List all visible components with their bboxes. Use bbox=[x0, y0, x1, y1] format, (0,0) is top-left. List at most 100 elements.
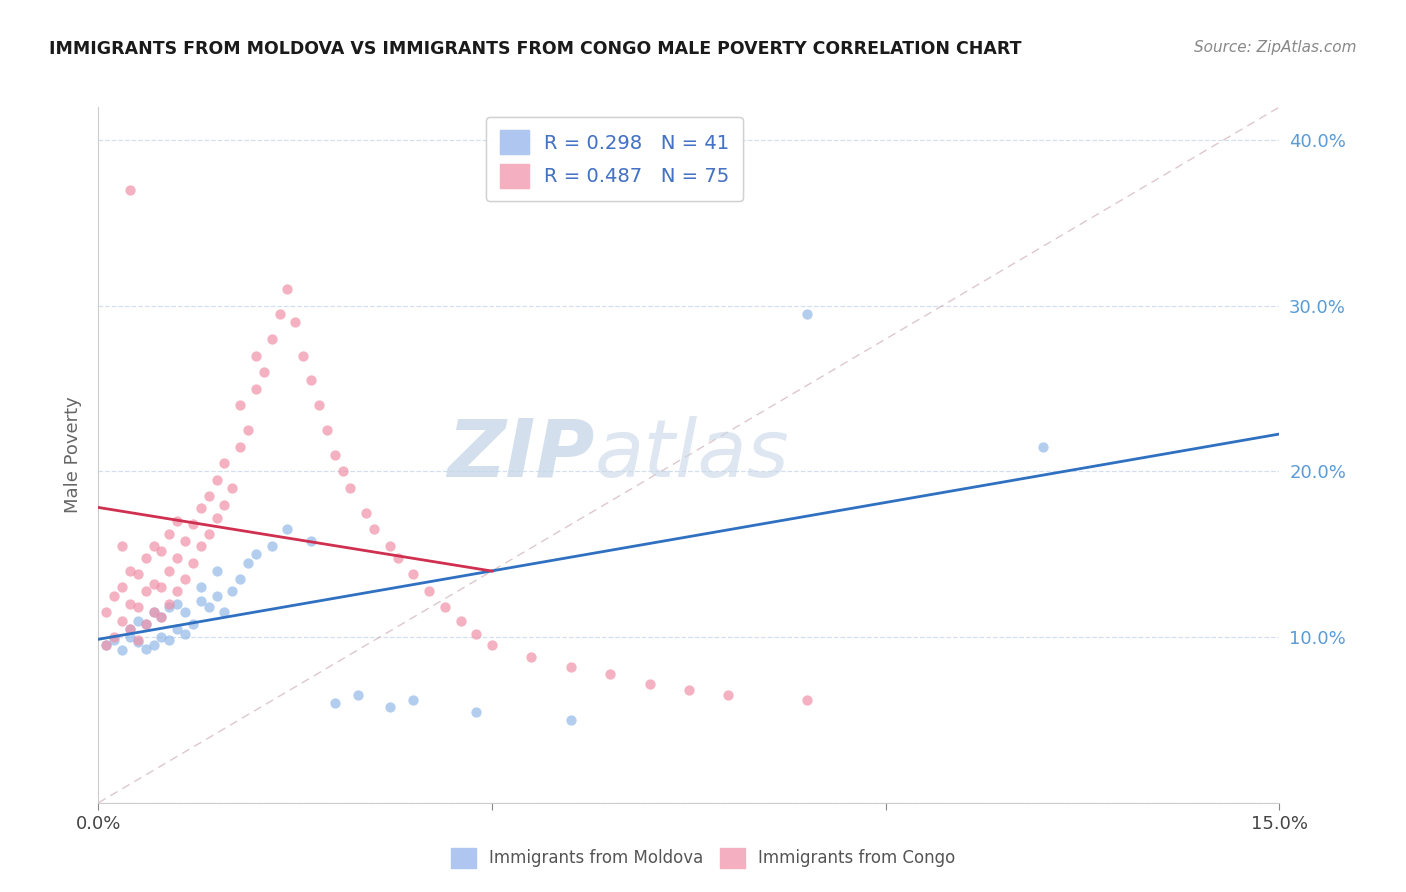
Point bbox=[599, 666, 621, 681]
Point bbox=[465, 705, 488, 719]
Point bbox=[205, 473, 228, 487]
Point bbox=[214, 605, 236, 619]
Point bbox=[236, 556, 259, 570]
Text: ZIP: ZIP bbox=[447, 416, 595, 494]
Point bbox=[260, 332, 283, 346]
Point bbox=[465, 627, 488, 641]
Point bbox=[796, 693, 818, 707]
Point bbox=[197, 527, 219, 541]
Point bbox=[363, 523, 385, 537]
Point bbox=[229, 572, 252, 586]
Point bbox=[378, 539, 401, 553]
Point bbox=[96, 605, 118, 619]
Point bbox=[221, 481, 243, 495]
Point bbox=[560, 660, 582, 674]
Point bbox=[197, 489, 219, 503]
Point bbox=[127, 633, 149, 648]
Point bbox=[433, 600, 456, 615]
Point bbox=[157, 600, 180, 615]
Point bbox=[157, 597, 180, 611]
Point bbox=[142, 639, 165, 653]
Point bbox=[229, 398, 252, 412]
Point bbox=[299, 534, 322, 549]
Point bbox=[103, 589, 125, 603]
Point bbox=[190, 539, 212, 553]
Point bbox=[520, 650, 543, 665]
Point bbox=[253, 365, 276, 379]
Point bbox=[339, 481, 361, 495]
Point bbox=[214, 456, 236, 470]
Point bbox=[190, 581, 212, 595]
Point bbox=[190, 593, 212, 607]
Point bbox=[166, 583, 188, 598]
Point bbox=[197, 600, 219, 615]
Point bbox=[111, 643, 134, 657]
Point bbox=[221, 583, 243, 598]
Point bbox=[276, 282, 298, 296]
Point bbox=[135, 641, 157, 656]
Point bbox=[96, 639, 118, 653]
Point bbox=[135, 550, 157, 565]
Point bbox=[150, 610, 173, 624]
Point bbox=[245, 547, 267, 561]
Point bbox=[103, 630, 125, 644]
Point bbox=[111, 539, 134, 553]
Y-axis label: Male Poverty: Male Poverty bbox=[65, 397, 83, 513]
Point bbox=[245, 349, 267, 363]
Point bbox=[127, 635, 149, 649]
Point bbox=[292, 349, 315, 363]
Point bbox=[181, 556, 204, 570]
Point bbox=[157, 564, 180, 578]
Point bbox=[118, 597, 141, 611]
Point bbox=[150, 610, 173, 624]
Point bbox=[103, 633, 125, 648]
Point bbox=[205, 589, 228, 603]
Point bbox=[166, 550, 188, 565]
Point bbox=[118, 622, 141, 636]
Point bbox=[205, 564, 228, 578]
Point bbox=[402, 567, 425, 582]
Point bbox=[111, 614, 134, 628]
Point bbox=[142, 539, 165, 553]
Point bbox=[269, 307, 291, 321]
Point bbox=[174, 627, 197, 641]
Point bbox=[323, 697, 346, 711]
Point bbox=[260, 539, 283, 553]
Point bbox=[245, 382, 267, 396]
Point bbox=[150, 630, 173, 644]
Point bbox=[214, 498, 236, 512]
Point bbox=[205, 511, 228, 525]
Point bbox=[118, 630, 141, 644]
Point bbox=[127, 567, 149, 582]
Point bbox=[157, 633, 180, 648]
Point bbox=[347, 688, 370, 702]
Point bbox=[181, 517, 204, 532]
Point bbox=[1032, 440, 1054, 454]
Point bbox=[181, 616, 204, 631]
Point bbox=[236, 423, 259, 437]
Point bbox=[354, 506, 377, 520]
Point bbox=[378, 699, 401, 714]
Point bbox=[560, 713, 582, 727]
Point bbox=[174, 605, 197, 619]
Legend: Immigrants from Moldova, Immigrants from Congo: Immigrants from Moldova, Immigrants from… bbox=[444, 841, 962, 875]
Point bbox=[174, 572, 197, 586]
Legend: R = 0.298   N = 41, R = 0.487   N = 75: R = 0.298 N = 41, R = 0.487 N = 75 bbox=[486, 117, 744, 202]
Point bbox=[276, 523, 298, 537]
Point bbox=[308, 398, 330, 412]
Point bbox=[796, 307, 818, 321]
Point bbox=[166, 622, 188, 636]
Point bbox=[717, 688, 740, 702]
Point bbox=[96, 639, 118, 653]
Point bbox=[229, 440, 252, 454]
Point bbox=[166, 597, 188, 611]
Point bbox=[638, 676, 661, 690]
Text: Source: ZipAtlas.com: Source: ZipAtlas.com bbox=[1194, 40, 1357, 55]
Point bbox=[418, 583, 440, 598]
Point bbox=[402, 693, 425, 707]
Point bbox=[135, 616, 157, 631]
Point bbox=[323, 448, 346, 462]
Point bbox=[157, 527, 180, 541]
Text: IMMIGRANTS FROM MOLDOVA VS IMMIGRANTS FROM CONGO MALE POVERTY CORRELATION CHART: IMMIGRANTS FROM MOLDOVA VS IMMIGRANTS FR… bbox=[49, 40, 1022, 58]
Point bbox=[190, 500, 212, 515]
